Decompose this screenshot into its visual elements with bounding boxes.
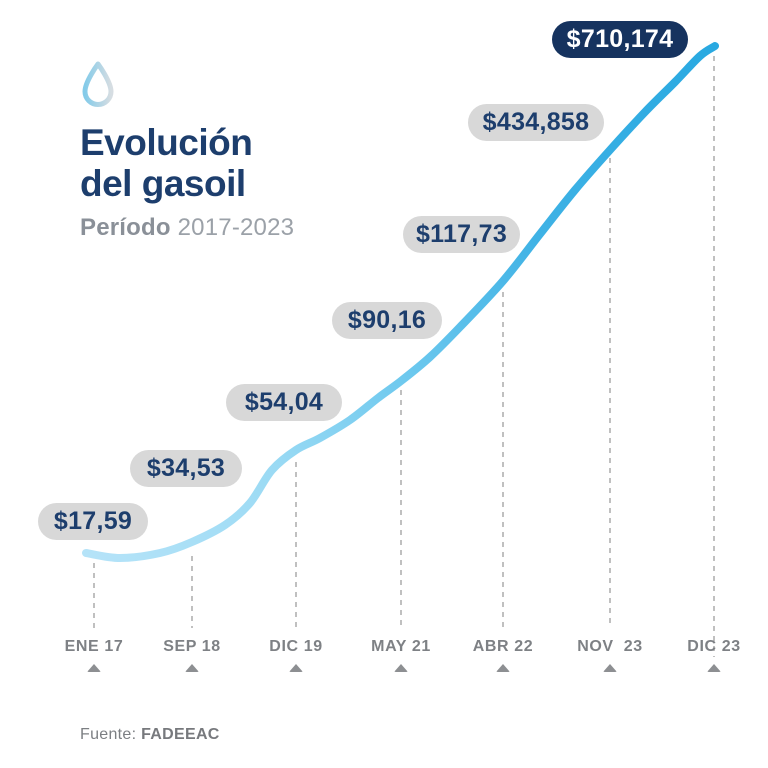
axis-tick-triangle: [394, 664, 408, 672]
value-pill: $90,16: [332, 302, 442, 339]
period-range: 2017-2023: [177, 214, 295, 241]
axis-tick-triangle: [496, 664, 510, 672]
source-value: FADEEAC: [141, 726, 220, 743]
axis-tick-triangle: [87, 664, 101, 672]
axis-label: ENE 17: [64, 638, 124, 655]
axis-tick-triangle: [289, 664, 303, 672]
axis-tick-triangle: [603, 664, 617, 672]
axis-label: SEP 18: [163, 638, 221, 655]
source-footer: Fuente: FADEEAC: [80, 726, 220, 744]
axis-label: NOV 23: [577, 638, 643, 655]
value-pill: $17,59: [38, 503, 148, 540]
dashed-gridlines: [93, 56, 715, 657]
axis-tick-triangle: [707, 664, 721, 672]
axis-label: DIC 23: [687, 638, 741, 655]
title-line-2: del gasoil: [80, 163, 246, 204]
water-drop-icon: [82, 61, 114, 107]
axis-label: MAY 21: [371, 638, 431, 655]
axis-label: DIC 19: [269, 638, 323, 655]
period-label: Período: [80, 214, 171, 241]
page-title: Evolución del gasoil: [80, 122, 294, 204]
value-pill: $117,73: [403, 216, 520, 253]
value-pill: $34,53: [130, 450, 242, 487]
axis-label: ABR 22: [472, 638, 534, 655]
value-pill: $434,858: [468, 104, 604, 141]
header: Evolución del gasoil Período 2017-2023: [80, 60, 294, 242]
axis-tick-triangle: [185, 664, 199, 672]
value-pill-highlight: $710,174: [552, 21, 688, 58]
title-line-1: Evolución: [80, 122, 253, 163]
price-curve-line: [82, 42, 719, 562]
value-pill: $54,04: [226, 384, 342, 421]
period-subtitle: Período 2017-2023: [80, 214, 294, 242]
source-label: Fuente:: [80, 726, 137, 743]
